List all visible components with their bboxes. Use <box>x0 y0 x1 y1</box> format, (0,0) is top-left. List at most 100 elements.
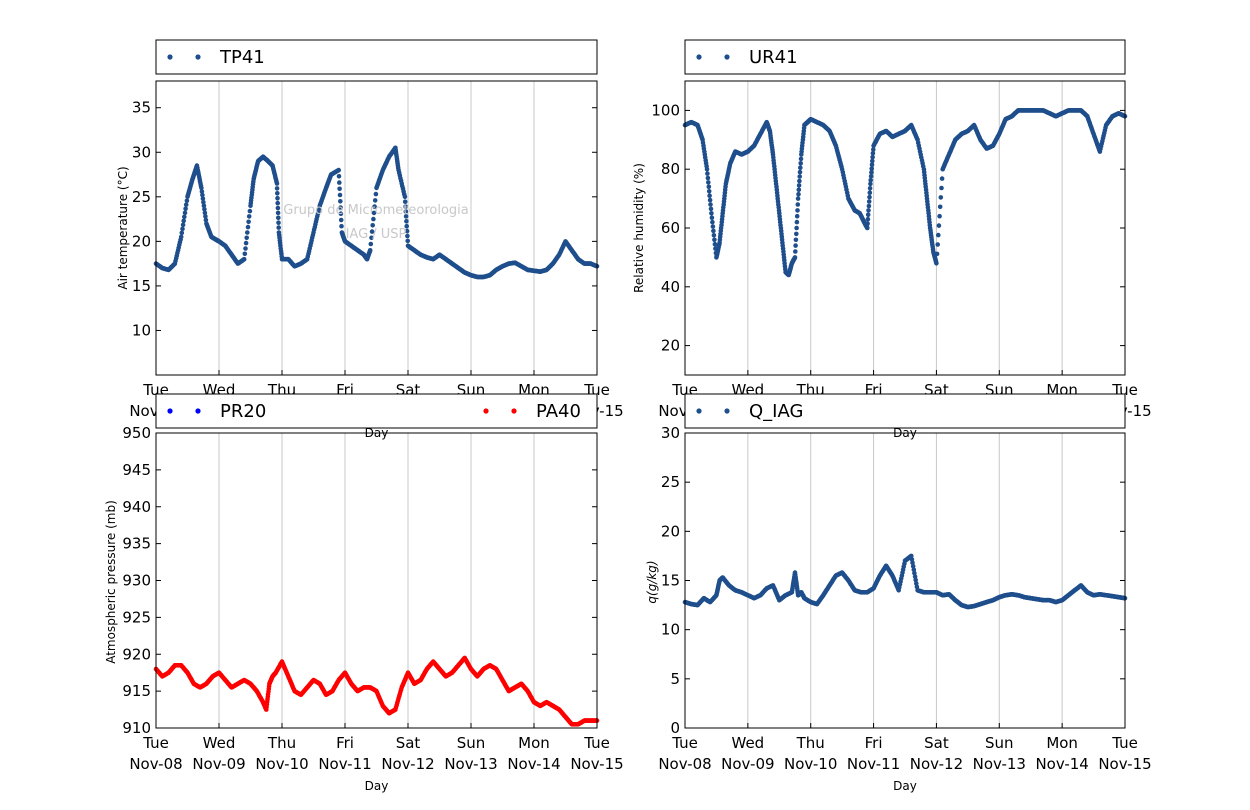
data-point <box>912 570 917 576</box>
data-point <box>797 178 802 184</box>
data-point <box>181 218 186 224</box>
data-point <box>794 231 799 237</box>
data-point <box>937 204 943 210</box>
data-point <box>708 202 713 207</box>
data-point <box>276 220 281 225</box>
data-point <box>936 232 941 238</box>
y-tick-label: 925 <box>122 608 151 626</box>
data-point <box>704 166 710 172</box>
data-point <box>869 166 874 171</box>
data-point <box>403 214 409 219</box>
data-point <box>182 210 188 216</box>
data-point <box>244 235 249 241</box>
data-point <box>795 208 800 213</box>
data-point <box>245 224 251 230</box>
data-point <box>797 169 803 175</box>
y-tick-label: 20 <box>661 522 680 540</box>
data-point <box>337 186 342 192</box>
data-point <box>865 212 871 218</box>
data-point <box>866 203 872 209</box>
y-tick-label: 15 <box>661 572 680 590</box>
data-point <box>336 174 342 179</box>
data-point <box>938 195 944 200</box>
plot-frame <box>155 80 598 376</box>
data-point <box>914 581 919 586</box>
data-point <box>869 170 874 175</box>
x-tick-date: Nov-11 <box>847 755 900 773</box>
data-point <box>336 167 342 173</box>
data-point <box>275 200 281 206</box>
legend-marker <box>724 408 730 414</box>
data-point <box>337 180 342 185</box>
data-point <box>203 214 208 219</box>
data-point <box>275 205 281 211</box>
data-point <box>275 210 281 216</box>
data-point <box>184 198 190 204</box>
data-point <box>710 224 716 229</box>
legend-marker <box>483 408 489 414</box>
y-tick-label: 940 <box>122 498 151 516</box>
x-axis-label: Day <box>893 779 917 793</box>
x-tick-date: Nov-13 <box>973 755 1026 773</box>
data-point <box>867 190 873 195</box>
y-tick-label: 950 <box>122 424 151 442</box>
x-tick-date: Nov-09 <box>721 755 774 773</box>
legend-marker <box>511 408 517 414</box>
data-point <box>711 233 717 238</box>
data-point <box>403 209 409 214</box>
data-point <box>243 246 248 251</box>
data-point <box>245 230 250 235</box>
legend-label: TP41 <box>219 47 265 68</box>
y-tick-label: 40 <box>661 278 680 296</box>
legend-label: UR41 <box>749 47 798 68</box>
plot-frame <box>155 432 598 729</box>
data-point <box>705 175 711 181</box>
data-point <box>367 248 373 253</box>
x-tick-date: Nov-10 <box>784 755 837 773</box>
data-point <box>706 184 712 190</box>
x-tick-day: Fri <box>865 734 883 752</box>
plot-frame <box>684 80 1126 376</box>
legend-marker <box>167 54 173 60</box>
legend-label: Q_IAG <box>749 401 803 422</box>
x-tick-date: Nov-13 <box>444 755 497 773</box>
data-point <box>338 217 344 223</box>
y-tick-label: 25 <box>132 188 151 206</box>
data-point <box>241 256 247 262</box>
data-point <box>202 207 207 212</box>
data-point <box>372 204 377 209</box>
x-tick-date: Nov-12 <box>910 755 963 773</box>
x-tick-date: Nov-14 <box>1035 755 1088 773</box>
data-point <box>934 251 940 257</box>
data-point <box>404 219 409 224</box>
data-point <box>402 199 408 204</box>
data-point <box>246 219 251 225</box>
y-tick-label: 15 <box>132 277 151 295</box>
data-point <box>868 181 873 187</box>
x-tick-day: Tue <box>142 734 169 752</box>
y-tick-label: 5 <box>670 670 680 688</box>
x-tick-day: Sun <box>457 734 486 752</box>
y-tick-label: 915 <box>122 682 151 700</box>
data-point <box>200 192 205 198</box>
x-tick-day: Mon <box>1046 734 1078 752</box>
data-point <box>868 174 874 179</box>
data-point <box>910 563 916 569</box>
data-point <box>246 214 252 219</box>
legend-marker <box>696 54 702 60</box>
data-point <box>707 193 712 198</box>
data-point <box>202 210 208 216</box>
x-tick-day: Sat <box>924 734 949 752</box>
x-tick-date: Nov-10 <box>255 755 308 773</box>
legend-marker <box>696 408 702 414</box>
y-tick-label: 100 <box>651 101 680 119</box>
legend-marker <box>167 408 173 414</box>
data-point <box>706 189 712 194</box>
data-point <box>939 176 945 181</box>
y-tick-label: 910 <box>122 719 151 737</box>
x-tick-day: Wed <box>203 734 236 752</box>
data-point <box>711 228 716 234</box>
data-point <box>793 243 798 248</box>
data-point <box>710 219 715 225</box>
x-tick-day: Thu <box>796 734 825 752</box>
